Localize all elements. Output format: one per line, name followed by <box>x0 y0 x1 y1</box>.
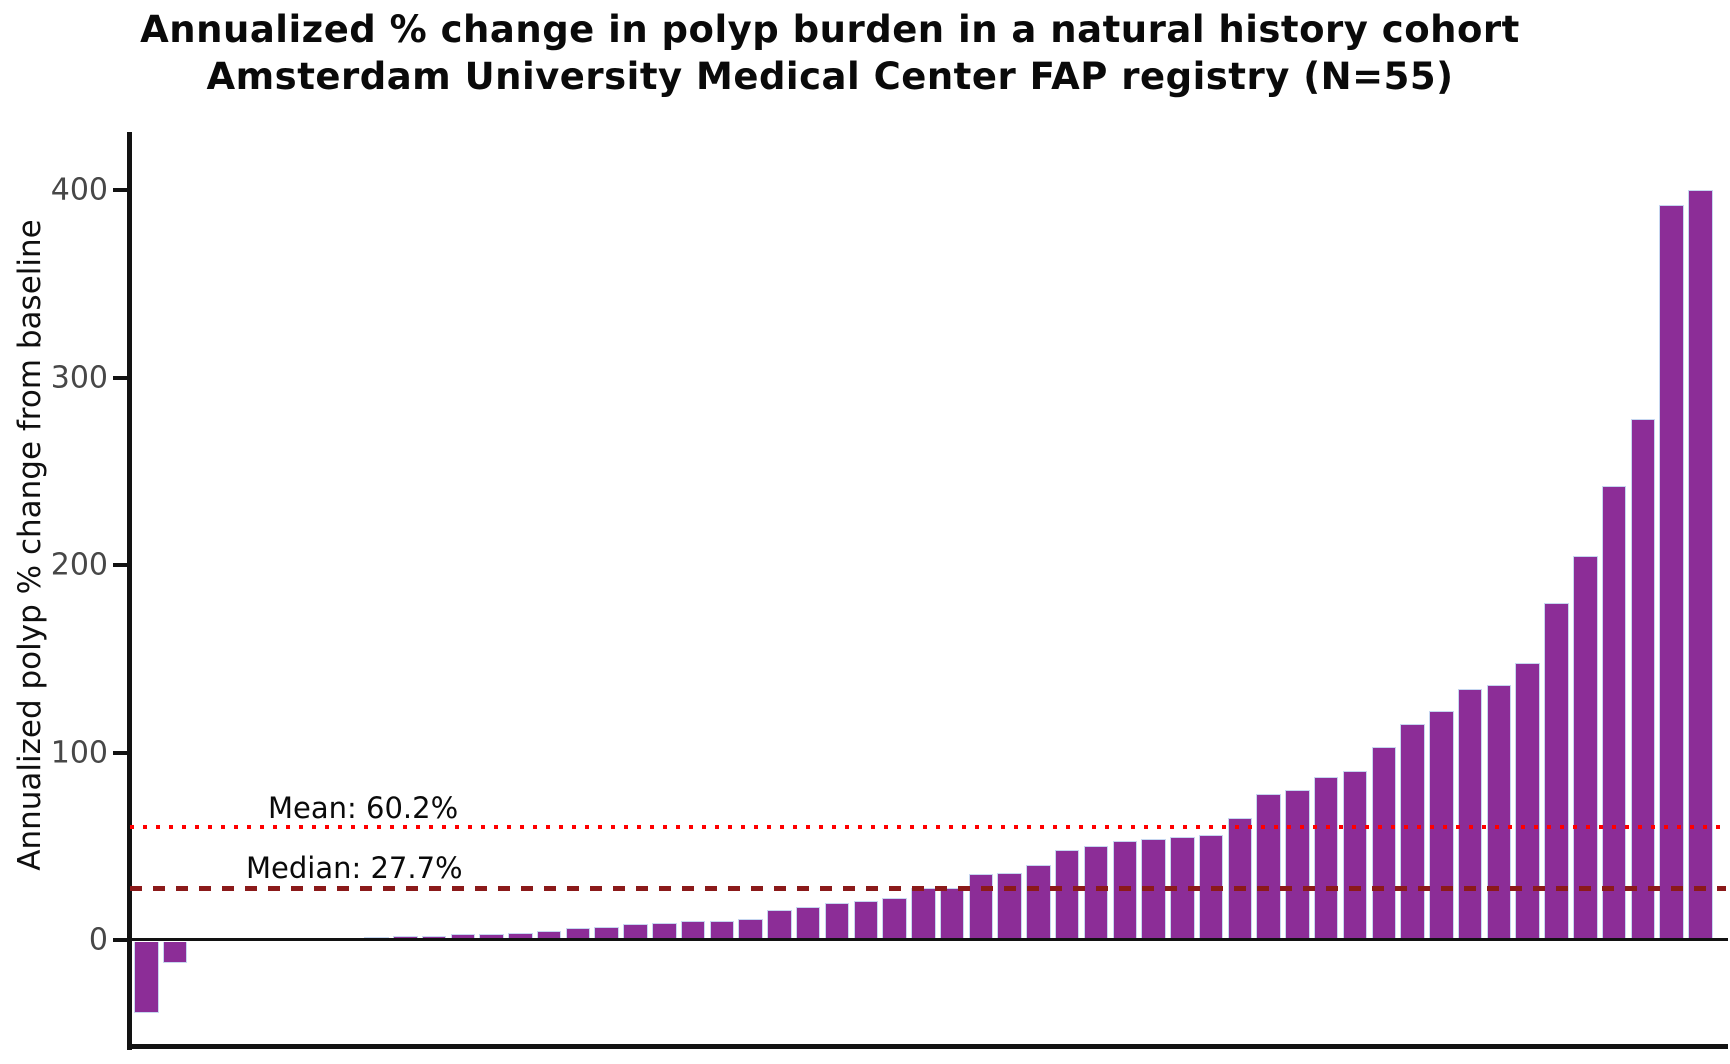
chart-title: Annualized % change in polyp burden in a… <box>0 6 1660 100</box>
y-tick-label: 100 <box>50 735 108 770</box>
bar <box>134 942 159 1014</box>
bar <box>824 903 850 940</box>
bar <box>623 924 648 940</box>
bar <box>1573 555 1598 940</box>
bar <box>1659 205 1684 940</box>
bar <box>795 907 821 940</box>
bar <box>1400 724 1425 940</box>
bar <box>680 921 706 940</box>
bar <box>939 887 965 940</box>
chart-title-line2: Amsterdam University Medical Center FAP … <box>206 55 1454 98</box>
y-tick-label: 0 <box>88 922 108 958</box>
y-tick-mark <box>113 750 127 755</box>
bar <box>968 874 994 940</box>
bar <box>1083 846 1109 940</box>
bar <box>709 921 735 940</box>
bar <box>1601 486 1627 940</box>
bar <box>1342 771 1368 940</box>
bar <box>508 932 533 940</box>
bar <box>162 942 188 963</box>
y-axis-title: Annualized polyp % change from baseline <box>12 219 48 871</box>
median-label: Median: 27.7% <box>246 851 463 885</box>
bar <box>1256 793 1281 940</box>
bar <box>853 900 878 940</box>
y-tick-mark <box>113 375 127 380</box>
median-reference-line <box>130 886 1726 892</box>
y-tick-label: 300 <box>50 360 108 395</box>
bar <box>1486 685 1512 940</box>
zero-baseline <box>127 938 1728 941</box>
bar <box>565 927 591 940</box>
y-axis-spine <box>127 132 132 1050</box>
y-tick-label: 400 <box>50 172 108 208</box>
bar <box>536 930 562 940</box>
bar <box>450 934 476 940</box>
bar <box>1371 746 1397 940</box>
bar <box>1227 818 1253 940</box>
chart-title-line1: Annualized % change in polyp burden in a… <box>140 8 1520 51</box>
bar <box>1457 688 1483 940</box>
bar <box>1630 418 1656 940</box>
bar <box>479 934 504 940</box>
bar <box>767 910 792 940</box>
bar <box>1054 850 1080 940</box>
bar <box>882 897 907 940</box>
bar <box>1285 790 1310 940</box>
y-tick-mark <box>113 938 127 942</box>
mean-reference-line <box>130 825 1726 830</box>
y-tick-label: 200 <box>50 547 108 583</box>
y-tick-mark <box>113 563 127 567</box>
bar <box>1688 190 1713 940</box>
x-axis-spine <box>127 1044 1728 1049</box>
bar <box>1313 776 1339 940</box>
y-tick-mark <box>113 188 127 192</box>
bar <box>652 923 677 940</box>
bar <box>1515 662 1540 940</box>
bar <box>1026 865 1051 940</box>
bar <box>997 872 1022 940</box>
bar <box>594 926 619 940</box>
bar <box>738 919 763 940</box>
mean-label: Mean: 60.2% <box>268 791 459 825</box>
bar <box>1544 602 1569 940</box>
bar <box>911 888 936 940</box>
